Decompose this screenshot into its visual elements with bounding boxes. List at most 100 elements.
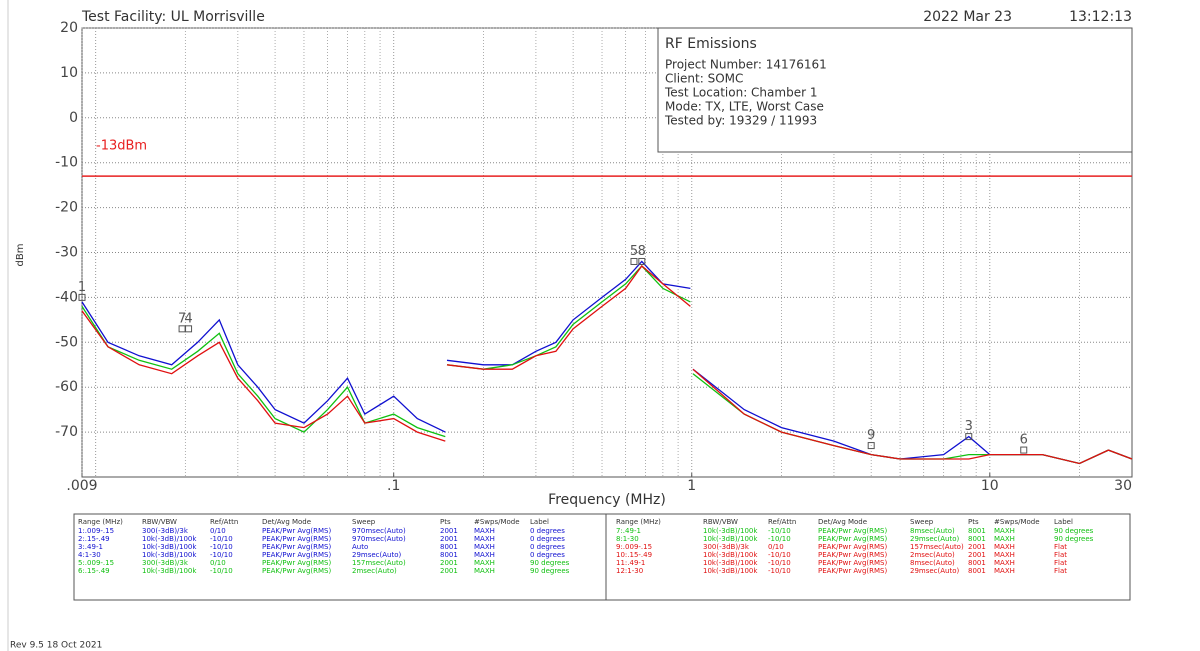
info-heading: RF Emissions bbox=[665, 36, 757, 52]
table-cell: MAXH bbox=[474, 551, 495, 559]
table-cell: PEAK/Pwr Avg(RMS) bbox=[818, 567, 887, 575]
table-cell: 90 degrees bbox=[1054, 535, 1094, 543]
table-header: Range (MHz) bbox=[78, 518, 123, 526]
table-cell: 0 degrees bbox=[530, 527, 565, 535]
table-cell: Flat bbox=[1054, 559, 1067, 567]
table-cell: 12:1-30 bbox=[616, 567, 643, 575]
marker bbox=[78, 293, 86, 301]
table-cell: 970msec(Auto) bbox=[352, 527, 406, 535]
table-header: Sweep bbox=[910, 518, 934, 526]
table-cell: PEAK/Pwr Avg(RMS) bbox=[262, 559, 331, 567]
table-cell: 10k(-3dB)/100k bbox=[142, 551, 197, 559]
table-cell: 2msec(Auto) bbox=[910, 551, 955, 559]
table-cell: PEAK/Pwr Avg(RMS) bbox=[818, 559, 887, 567]
x-tick-label: .009 bbox=[66, 478, 97, 494]
x-tick-label: 10 bbox=[981, 478, 999, 494]
table-cell: 2001 bbox=[968, 551, 986, 559]
table-cell: PEAK/Pwr Avg(RMS) bbox=[262, 527, 331, 535]
limit-label: -13dBm bbox=[96, 139, 147, 154]
table-header: RBW/VBW bbox=[703, 518, 738, 526]
table-cell: 157msec(Auto) bbox=[910, 543, 964, 551]
settings-table bbox=[73, 513, 1131, 601]
table-cell: 6:.15-.49 bbox=[78, 567, 110, 575]
table-cell: 8001 bbox=[968, 567, 986, 575]
table-cell: 29msec(Auto) bbox=[352, 551, 402, 559]
table-cell: MAXH bbox=[474, 535, 495, 543]
table-cell: 8001 bbox=[968, 527, 986, 535]
table-header: Label bbox=[1054, 518, 1073, 526]
table-cell: Flat bbox=[1054, 567, 1067, 575]
table-cell: MAXH bbox=[994, 527, 1015, 535]
footer: Rev 9.5 18 Oct 2021 bbox=[10, 641, 102, 651]
table-cell: PEAK/Pwr Avg(RMS) bbox=[262, 551, 331, 559]
info-line: Project Number: 14176161 bbox=[665, 58, 827, 72]
table-cell: 10k(-3dB)/100k bbox=[142, 567, 197, 575]
table-cell: 8:1-30 bbox=[616, 535, 639, 543]
marker bbox=[1020, 446, 1028, 454]
table-cell: 157msec(Auto) bbox=[352, 559, 406, 567]
marker bbox=[630, 257, 638, 265]
table-header: Det/Avg Mode bbox=[262, 518, 311, 526]
table-cell: 0/10 bbox=[768, 543, 784, 551]
table-cell: 5:.009-.15 bbox=[78, 559, 114, 567]
table-cell: 9:.009-.15 bbox=[616, 543, 652, 551]
x-tick-label: 30 bbox=[1114, 478, 1132, 494]
date: 2022 Mar 23 bbox=[923, 9, 1012, 25]
table-header: #Swps/Mode bbox=[474, 518, 520, 526]
table-cell: -10/10 bbox=[768, 551, 791, 559]
table-cell: PEAK/Pwr Avg(RMS) bbox=[262, 543, 331, 551]
table-cell: Flat bbox=[1054, 551, 1067, 559]
table-cell: 8001 bbox=[968, 559, 986, 567]
table-cell: 90 degrees bbox=[1054, 527, 1094, 535]
x-axis-label: Frequency (MHz) bbox=[548, 492, 666, 508]
table-header: Sweep bbox=[352, 518, 376, 526]
table-cell: MAXH bbox=[474, 527, 495, 535]
y-tick-label: -70 bbox=[55, 424, 78, 440]
table-header: Label bbox=[530, 518, 549, 526]
table-header: Pts bbox=[968, 518, 979, 526]
table-cell: 29msec(Auto) bbox=[910, 535, 960, 543]
marker-label: 1 bbox=[78, 280, 86, 295]
table-header: Ref/Attn bbox=[768, 518, 796, 526]
table-cell: -10/10 bbox=[210, 543, 233, 551]
table-cell: 90 degrees bbox=[530, 567, 570, 575]
trace bbox=[81, 265, 1133, 465]
table-cell: 10k(-3dB)/100k bbox=[703, 551, 758, 559]
table-cell: 10k(-3dB)/100k bbox=[703, 567, 758, 575]
marker-label: 3 bbox=[965, 419, 973, 434]
table-cell: 2001 bbox=[440, 527, 458, 535]
table-cell: -10/10 bbox=[210, 551, 233, 559]
table-cell: PEAK/Pwr Avg(RMS) bbox=[818, 535, 887, 543]
table-cell: 300(-3dB)/3k bbox=[703, 543, 750, 551]
marker-label: 8 bbox=[638, 244, 646, 259]
marker-label: 9 bbox=[867, 428, 875, 443]
table-cell: -10/10 bbox=[768, 527, 791, 535]
table-cell: 2001 bbox=[440, 567, 458, 575]
table-cell: 0/10 bbox=[210, 559, 226, 567]
table-cell: 0/10 bbox=[210, 527, 226, 535]
y-tick-label: 0 bbox=[69, 110, 78, 126]
marker-label: 5 bbox=[630, 244, 638, 259]
table-cell: -10/10 bbox=[768, 535, 791, 543]
table-header: Pts bbox=[440, 518, 451, 526]
info-line: Mode: TX, LTE, Worst Case bbox=[665, 100, 824, 114]
info-line: Client: SOMC bbox=[665, 72, 743, 86]
table-cell: -10/10 bbox=[210, 567, 233, 575]
table-cell: 2001 bbox=[440, 535, 458, 543]
y-tick-label: -30 bbox=[55, 245, 78, 261]
table-header: Ref/Attn bbox=[210, 518, 238, 526]
table-cell: 4:1-30 bbox=[78, 551, 101, 559]
table-cell: MAXH bbox=[994, 567, 1015, 575]
table-cell: MAXH bbox=[994, 535, 1015, 543]
table-cell: 8msec(Auto) bbox=[910, 527, 955, 535]
table-cell: -10/10 bbox=[768, 567, 791, 575]
info-box bbox=[657, 27, 1133, 153]
table-cell: 29msec(Auto) bbox=[910, 567, 960, 575]
table-cell: MAXH bbox=[994, 559, 1015, 567]
table-cell: MAXH bbox=[474, 559, 495, 567]
table-cell: 0 degrees bbox=[530, 543, 565, 551]
marker-label: 4 bbox=[184, 311, 192, 326]
table-cell: 8msec(Auto) bbox=[910, 559, 955, 567]
table-header: Det/Avg Mode bbox=[818, 518, 867, 526]
table-cell: 8001 bbox=[968, 535, 986, 543]
